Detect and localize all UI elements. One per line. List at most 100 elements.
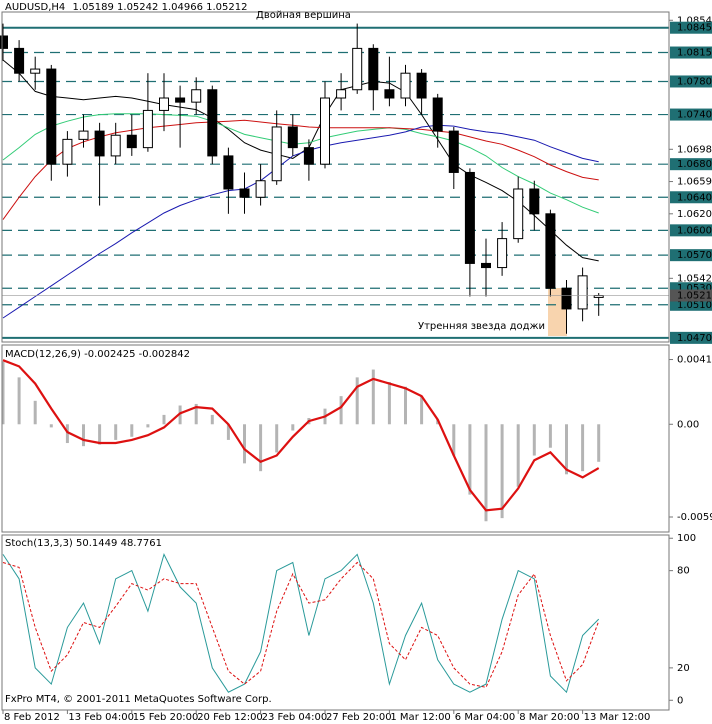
x-tick-label: 15 Feb 20:00 — [133, 712, 199, 723]
candle-body — [561, 287, 572, 310]
level-tag — [670, 108, 712, 121]
candle-body — [320, 97, 330, 165]
candle-body — [62, 138, 73, 165]
candle-body — [384, 89, 395, 99]
stoch-main — [2, 553, 600, 694]
level-label: 1.07400 — [677, 110, 712, 121]
stoch-title: Stoch(13,3,3) 50.1449 48.7761 — [5, 538, 162, 549]
x-tick-label: 8 Mar 20:00 — [519, 712, 579, 723]
candle-body — [464, 171, 475, 264]
symbol: AUDUSD,H4 — [5, 2, 65, 13]
indicator-name: MACD(12,26,9) — [5, 349, 81, 360]
y-tick-label: 80 — [677, 566, 690, 577]
x-tick-label: 20 Feb 12:00 — [197, 712, 263, 723]
candle-body — [223, 155, 234, 190]
candle-body — [448, 130, 459, 173]
level-label: 1.08150 — [677, 48, 712, 59]
candle-body — [497, 238, 508, 269]
level-tag — [670, 75, 712, 88]
level-tag — [670, 331, 712, 344]
level-tag — [670, 191, 712, 204]
low: 1.04966 — [162, 2, 203, 13]
y-tick-label: 100 — [677, 533, 696, 544]
readout: 50.1449 — [76, 538, 117, 549]
candle-body — [416, 72, 427, 99]
level-label: 1.05300 — [677, 283, 712, 294]
candle-body — [368, 47, 379, 91]
candle-body — [255, 180, 266, 198]
level-tag — [670, 224, 712, 237]
y-tick-label: 1.05420 — [677, 273, 712, 284]
candle-body — [545, 213, 556, 289]
level-label: 1.06400 — [677, 192, 712, 203]
indicator-name: Stoch(13,3,3) — [5, 538, 73, 549]
price-tag — [670, 289, 712, 302]
high: 1.05242 — [117, 2, 158, 13]
x-tick-label: 6 Mar 04:00 — [455, 712, 515, 723]
y-tick-label: 20 — [677, 663, 690, 674]
macd-title: MACD(12,26,9) -0.002425 -0.002842 — [5, 349, 190, 360]
level-label: 1.06000 — [677, 225, 712, 236]
level-label: 1.06800 — [677, 159, 712, 170]
stoch-signal — [2, 561, 600, 688]
candle-body — [14, 47, 25, 74]
signal-line — [2, 359, 600, 512]
candle-body — [352, 47, 363, 91]
moving-average — [2, 124, 599, 319]
candle-body — [30, 68, 41, 74]
candle-body — [126, 134, 137, 149]
candle-body — [175, 97, 186, 103]
candle-body — [0, 35, 8, 49]
stoch-pane — [1, 534, 670, 711]
candle-body — [400, 72, 411, 99]
y-tick-label: 1.06980 — [677, 144, 712, 155]
candle-body — [142, 109, 153, 149]
candle-body — [94, 130, 105, 157]
open: 1.05189 — [72, 2, 113, 13]
candle-body — [191, 89, 202, 103]
candle-body — [577, 275, 588, 310]
readout: 48.7761 — [121, 538, 162, 549]
level-label: 1.05700 — [677, 250, 712, 261]
close: 1.05212 — [206, 2, 247, 13]
y-tick-label: 0.00414 — [677, 355, 712, 366]
level-label: 1.08450 — [677, 23, 712, 34]
y-tick-label: 0 — [677, 695, 683, 706]
candle-body — [271, 126, 282, 182]
y-tick-label: 0.00 — [677, 419, 699, 430]
x-tick-label: 1 Mar 12:00 — [390, 712, 450, 723]
candle-body — [303, 147, 314, 165]
candle-body — [78, 130, 89, 140]
main-title: AUDUSD,H4 1.05189 1.05242 1.04966 1.0521… — [5, 2, 247, 13]
level-tag — [670, 46, 712, 59]
x-tick-label: 8 Feb 2012 — [4, 712, 60, 723]
level-tag — [670, 158, 712, 171]
readout: -0.002425 — [84, 349, 135, 360]
plot-layer — [0, 23, 669, 694]
candle-body — [336, 89, 347, 99]
candle-body — [239, 188, 250, 198]
candle-body — [159, 97, 169, 111]
x-tick-label: 27 Feb 20:00 — [326, 712, 392, 723]
footer: FxPro MT4, © 2001-2011 MetaQuotes Softwa… — [5, 694, 272, 705]
candle-body — [110, 134, 121, 157]
y-tick-label: 1.06200 — [677, 209, 712, 220]
moving-average — [2, 113, 599, 214]
candle-body — [481, 262, 491, 269]
y-tick-label: -0.00593 — [677, 512, 712, 523]
y-tick-label: 1.06590 — [677, 177, 712, 188]
level-label: 1.04700 — [677, 333, 712, 344]
candle-body — [46, 68, 57, 165]
candle-body — [207, 89, 218, 157]
main-pane — [1, 11, 670, 343]
candle-body — [513, 188, 524, 240]
candle-body — [529, 188, 540, 215]
candle-body — [287, 126, 298, 149]
current-price: 1.05212 — [677, 291, 712, 302]
level-tag — [670, 249, 712, 262]
annotation: Утренняя звезда доджи — [418, 321, 545, 332]
level-tag — [670, 298, 712, 311]
